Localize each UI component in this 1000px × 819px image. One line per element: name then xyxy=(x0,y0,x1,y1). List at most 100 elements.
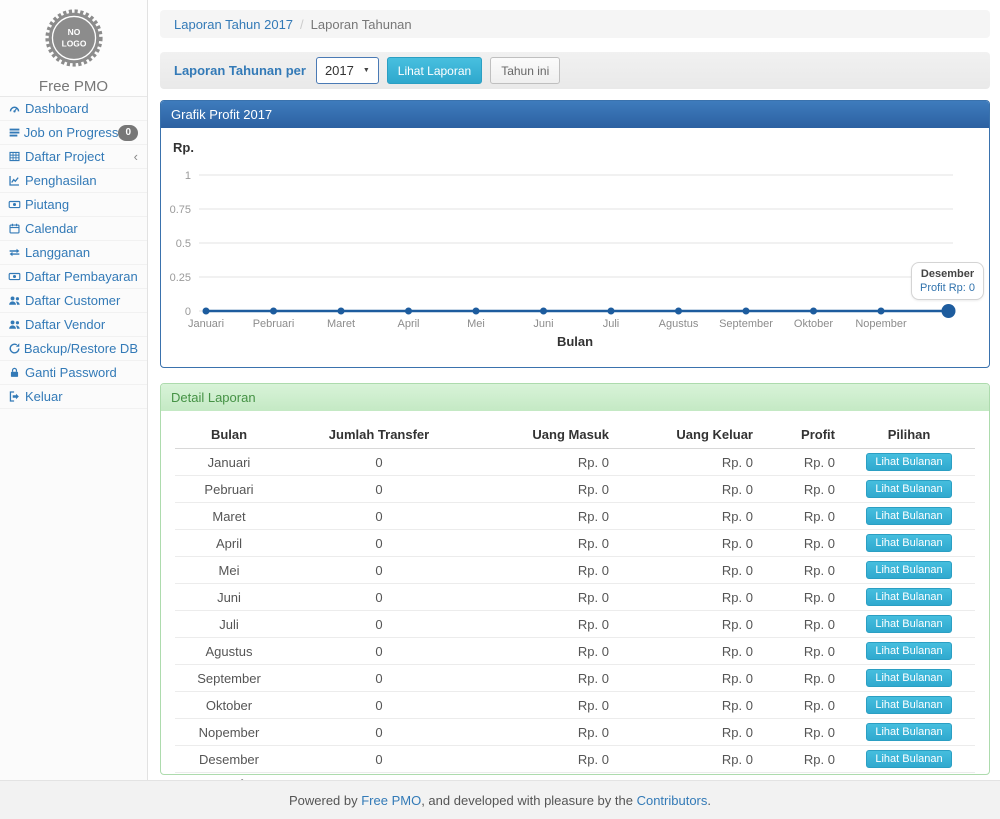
chevron-down-icon: ▼ xyxy=(363,67,370,74)
footer-link-free-pmo[interactable]: Free PMO xyxy=(361,793,421,808)
breadcrumb: Laporan Tahun 2017 / Laporan Tahunan xyxy=(160,10,990,38)
cell-uang-masuk: Rp. 0 xyxy=(475,746,623,773)
cell-jumlah-transfer: 0 xyxy=(283,665,475,692)
cell-pilihan: Lihat Bulanan xyxy=(843,503,975,530)
lihat-bulanan-button[interactable]: Lihat Bulanan xyxy=(866,453,951,471)
cell-uang-masuk: Rp. 0 xyxy=(475,638,623,665)
users-icon xyxy=(8,294,25,307)
x-tick-label: Agustus xyxy=(659,318,699,330)
cell-jumlah-transfer: 0 xyxy=(283,638,475,665)
lock-icon xyxy=(8,366,25,379)
sign-out-icon xyxy=(8,390,25,403)
sidebar-item-label: Piutang xyxy=(25,197,69,212)
count-badge: 0 xyxy=(118,125,138,141)
cell-profit: Rp. 0 xyxy=(767,611,843,638)
sidebar-item-ganti-password[interactable]: Ganti Password xyxy=(0,361,147,385)
money-icon xyxy=(8,198,25,211)
exchange-icon xyxy=(8,246,25,259)
y-tick-label: 0.5 xyxy=(176,238,191,250)
cell-jumlah-transfer: 0 xyxy=(283,530,475,557)
column-header-bulan: Bulan xyxy=(175,421,283,449)
tasks-icon xyxy=(8,126,24,139)
breadcrumb-link-laporan-tahun[interactable]: Laporan Tahun 2017 xyxy=(174,17,293,32)
cell-uang-keluar: Rp. 0 xyxy=(623,557,767,584)
sidebar-item-job-on-progress[interactable]: Job on Progress0 xyxy=(0,121,147,145)
cell-bulan: Desember xyxy=(175,746,283,773)
sidebar-item-daftar-vendor[interactable]: Daftar Vendor xyxy=(0,313,147,337)
y-tick-label: 1 xyxy=(185,170,191,182)
cell-pilihan: Lihat Bulanan xyxy=(843,449,975,476)
footer-link-contributors[interactable]: Contributors xyxy=(637,793,708,808)
cell-uang-masuk: Rp. 0 xyxy=(475,449,623,476)
lihat-bulanan-button[interactable]: Lihat Bulanan xyxy=(866,750,951,768)
footer-text-suffix: . xyxy=(707,793,711,808)
table-row: Maret0Rp. 0Rp. 0Rp. 0Lihat Bulanan xyxy=(175,503,975,530)
cell-pilihan: Lihat Bulanan xyxy=(843,746,975,773)
data-point xyxy=(203,308,210,315)
table-row: Juli0Rp. 0Rp. 0Rp. 0Lihat Bulanan xyxy=(175,611,975,638)
cell-jumlah-transfer: 0 xyxy=(283,719,475,746)
data-point xyxy=(473,308,480,315)
sidebar-item-label: Ganti Password xyxy=(25,365,117,380)
lihat-bulanan-button[interactable]: Lihat Bulanan xyxy=(866,696,951,714)
data-point xyxy=(338,308,345,315)
cell-profit: Rp. 0 xyxy=(767,692,843,719)
table-row: Nopember0Rp. 0Rp. 0Rp. 0Lihat Bulanan xyxy=(175,719,975,746)
sidebar-item-label: Daftar Pembayaran xyxy=(25,269,138,284)
svg-text:LOGO: LOGO xyxy=(61,38,86,48)
lihat-bulanan-button[interactable]: Lihat Bulanan xyxy=(866,723,951,741)
sidebar-item-piutang[interactable]: Piutang xyxy=(0,193,147,217)
sidebar-item-label: Keluar xyxy=(25,389,63,404)
cell-bulan: Nopember xyxy=(175,719,283,746)
cell-uang-keluar: Rp. 0 xyxy=(623,719,767,746)
tahun-ini-button[interactable]: Tahun ini xyxy=(490,57,560,84)
data-point xyxy=(270,308,277,315)
cell-profit: Rp. 0 xyxy=(767,638,843,665)
sidebar-item-calendar[interactable]: Calendar xyxy=(0,217,147,241)
cell-uang-keluar: Rp. 0 xyxy=(623,584,767,611)
cell-jumlah-transfer: 0 xyxy=(283,692,475,719)
y-axis-label: Rp. xyxy=(173,140,194,155)
table-row: Juni0Rp. 0Rp. 0Rp. 0Lihat Bulanan xyxy=(175,584,975,611)
table-row: Mei0Rp. 0Rp. 0Rp. 0Lihat Bulanan xyxy=(175,557,975,584)
lihat-bulanan-button[interactable]: Lihat Bulanan xyxy=(866,507,951,525)
cell-uang-masuk: Rp. 0 xyxy=(475,692,623,719)
sidebar-item-backup-restore-db[interactable]: Backup/Restore DB xyxy=(0,337,147,361)
lihat-bulanan-button[interactable]: Lihat Bulanan xyxy=(866,480,951,498)
gauge-icon xyxy=(8,102,25,115)
cell-uang-masuk: Rp. 0 xyxy=(475,530,623,557)
cell-jumlah-transfer: 0 xyxy=(283,476,475,503)
sidebar-item-daftar-customer[interactable]: Daftar Customer xyxy=(0,289,147,313)
lihat-laporan-button[interactable]: Lihat Laporan xyxy=(387,57,482,84)
table-header-row: BulanJumlah TransferUang MasukUang Kelua… xyxy=(175,421,975,449)
sidebar-item-label: Calendar xyxy=(25,221,78,236)
sidebar-item-dashboard[interactable]: Dashboard xyxy=(0,97,147,121)
lihat-bulanan-button[interactable]: Lihat Bulanan xyxy=(866,561,951,579)
data-point xyxy=(608,308,615,315)
sidebar-item-daftar-project[interactable]: Daftar Project‹ xyxy=(0,145,147,169)
table-row: Agustus0Rp. 0Rp. 0Rp. 0Lihat Bulanan xyxy=(175,638,975,665)
sidebar-item-penghasilan[interactable]: Penghasilan xyxy=(0,169,147,193)
sidebar-menu: DashboardJob on Progress0Daftar Project‹… xyxy=(0,96,147,409)
cell-uang-masuk: Rp. 0 xyxy=(475,584,623,611)
cell-bulan: September xyxy=(175,665,283,692)
sidebar-item-keluar[interactable]: Keluar xyxy=(0,385,147,409)
year-select-value: 2017 xyxy=(325,63,354,78)
x-tick-label: Nopember xyxy=(855,318,907,330)
lihat-bulanan-button[interactable]: Lihat Bulanan xyxy=(866,642,951,660)
lihat-bulanan-button[interactable]: Lihat Bulanan xyxy=(866,615,951,633)
lihat-bulanan-button[interactable]: Lihat Bulanan xyxy=(866,534,951,552)
sidebar-item-daftar-pembayaran[interactable]: Daftar Pembayaran xyxy=(0,265,147,289)
sidebar-item-langganan[interactable]: Langganan xyxy=(0,241,147,265)
cell-jumlah-transfer: 0 xyxy=(283,584,475,611)
report-table: BulanJumlah TransferUang MasukUang Kelua… xyxy=(175,421,975,797)
year-select[interactable]: 2017 ▼ xyxy=(316,57,379,84)
lihat-bulanan-button[interactable]: Lihat Bulanan xyxy=(866,588,951,606)
detail-panel: Detail Laporan BulanJumlah TransferUang … xyxy=(160,383,990,775)
no-logo-stamp-icon: NO LOGO xyxy=(44,8,104,68)
y-tick-label: 0.75 xyxy=(170,204,191,216)
cell-uang-keluar: Rp. 0 xyxy=(623,746,767,773)
table-row: Januari0Rp. 0Rp. 0Rp. 0Lihat Bulanan xyxy=(175,449,975,476)
lihat-bulanan-button[interactable]: Lihat Bulanan xyxy=(866,669,951,687)
cell-profit: Rp. 0 xyxy=(767,557,843,584)
